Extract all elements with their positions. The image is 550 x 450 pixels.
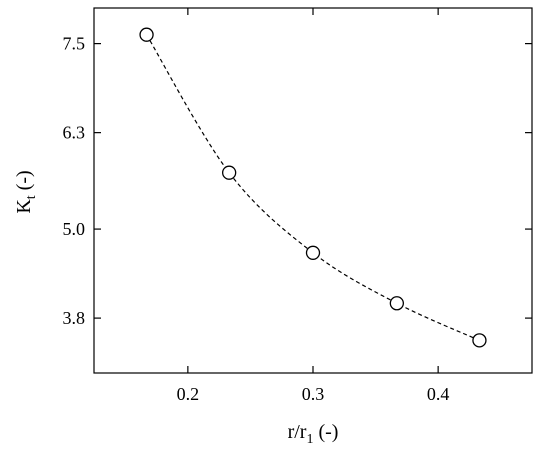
y-axis-label-subscript: t	[24, 195, 39, 199]
y-axis-label-unit: (-)	[13, 170, 35, 195]
y-axis-label: Kt (-)	[13, 170, 39, 213]
x-tick-label: 0.4	[427, 384, 450, 404]
y-axis-label-main: K	[13, 199, 35, 214]
x-axis-label-subscript: 1	[306, 432, 313, 447]
y-tick-label: 5.0	[63, 219, 86, 239]
data-point	[305, 245, 321, 260]
plot-frame	[93, 7, 533, 374]
x-axis-label-main: r/r	[288, 421, 307, 443]
x-axis-label-unit: (-)	[313, 421, 338, 443]
data-point	[472, 333, 487, 348]
x-tick-label: 0.2	[177, 384, 200, 404]
data-points	[139, 27, 487, 348]
x-axis-ticks: 0.2 0.3 0.4	[177, 8, 450, 404]
y-tick-label: 6.3	[63, 123, 86, 143]
y-tick-label: 3.8	[63, 308, 86, 328]
data-point	[139, 27, 154, 42]
trend-line	[146, 34, 480, 341]
x-tick-label: 0.3	[302, 384, 325, 404]
x-axis-label: r/r1 (-)	[288, 421, 339, 447]
y-tick-label: 7.5	[63, 34, 86, 54]
data-point	[389, 296, 404, 311]
y-axis-ticks: 3.8 5.0 6.3 7.5	[63, 34, 532, 328]
data-point	[222, 165, 237, 180]
